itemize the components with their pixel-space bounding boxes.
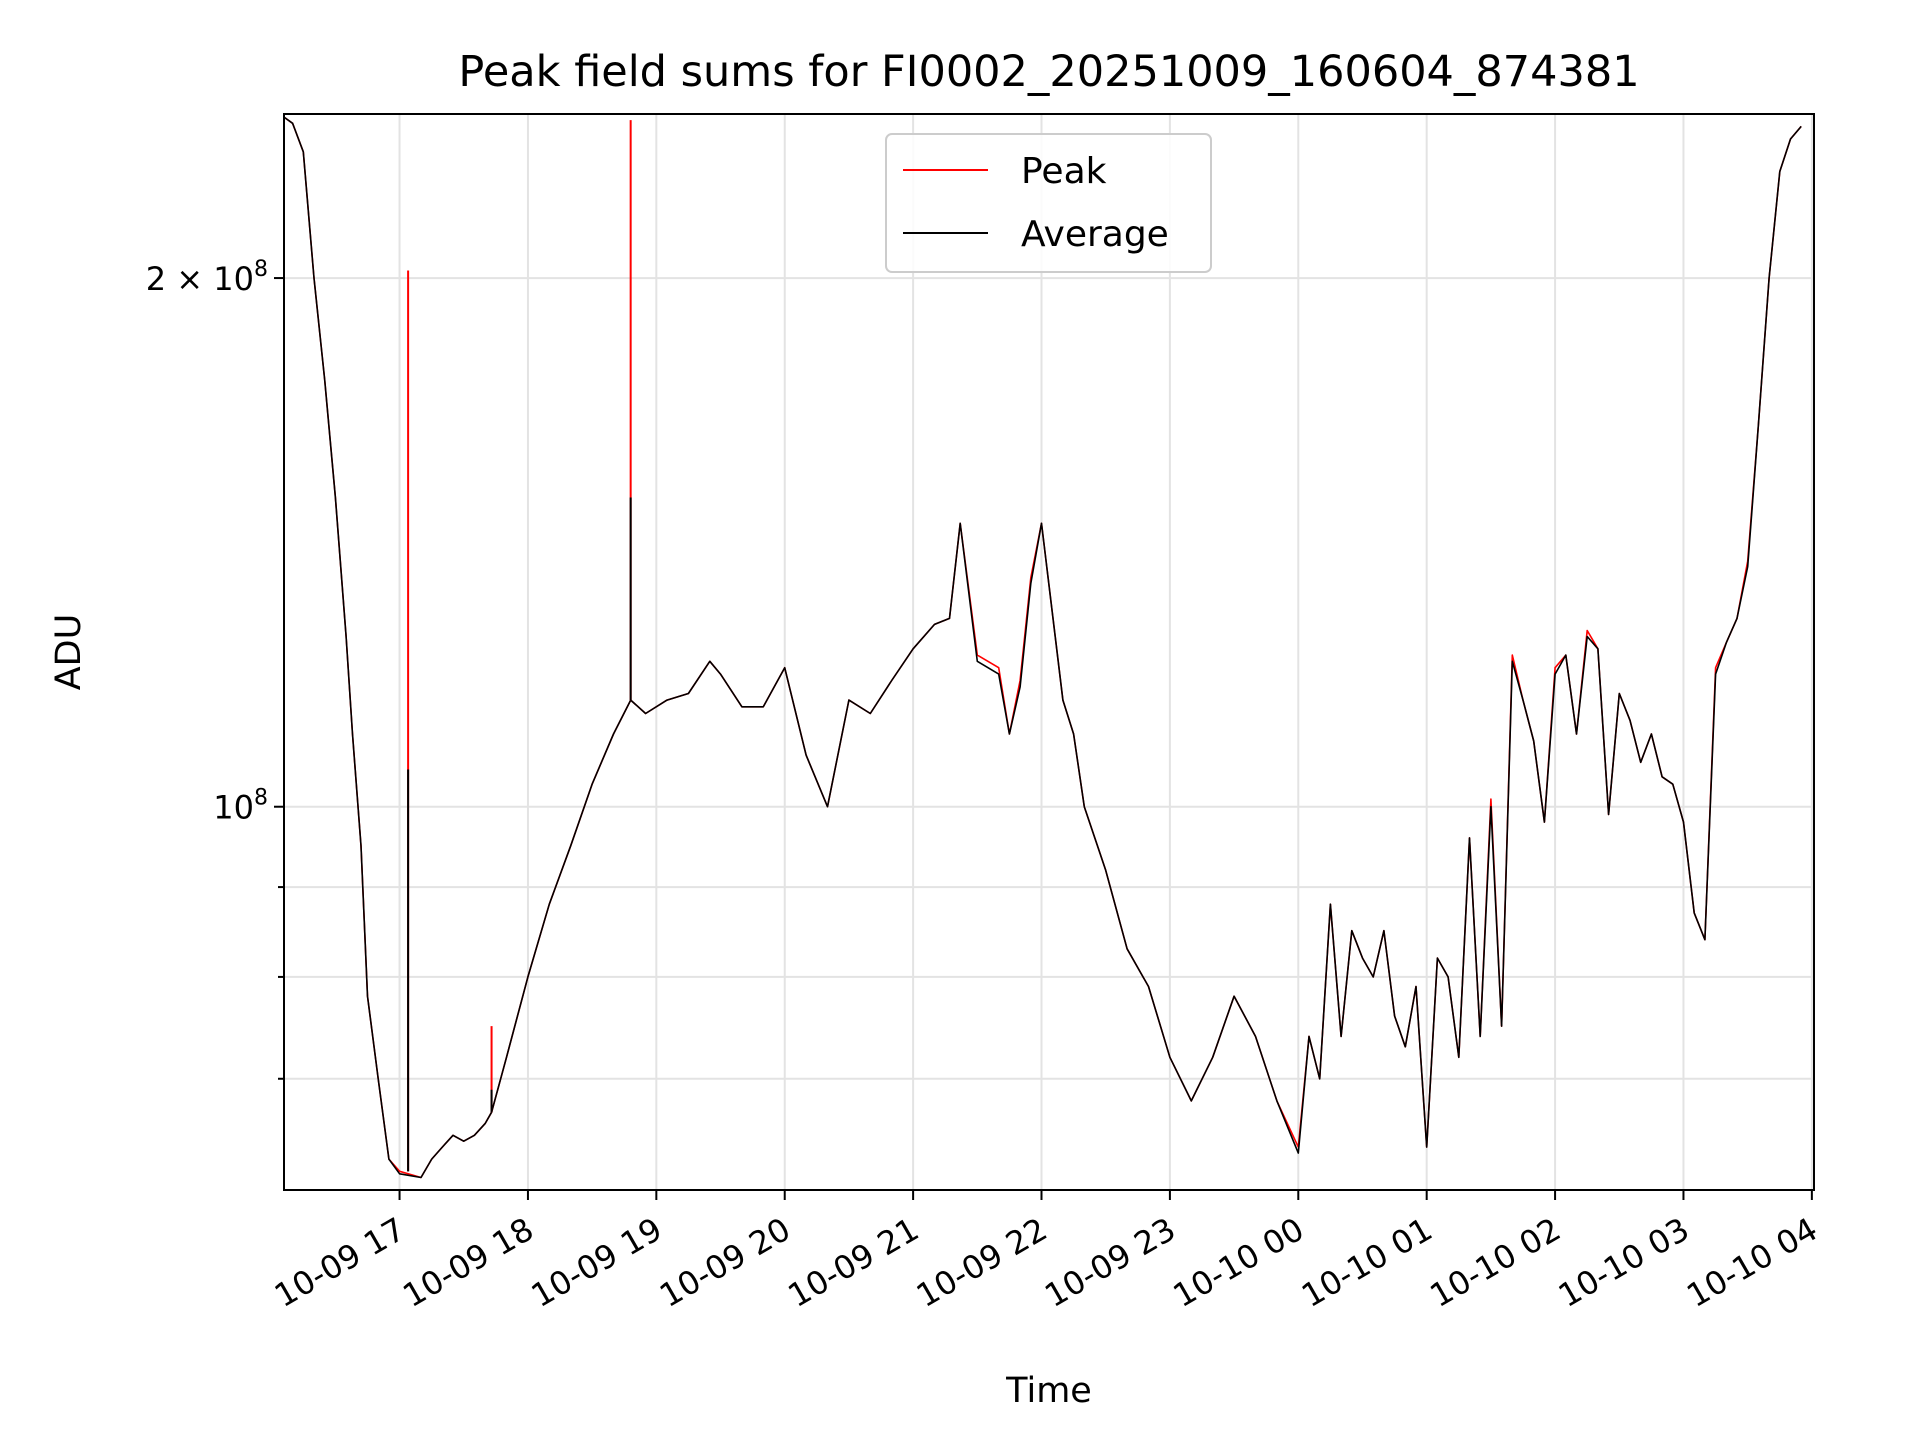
legend-label-peak: Peak [1021, 151, 1107, 192]
series-layer [283, 116, 1802, 1179]
y-axis-label: ADU [49, 614, 89, 691]
series-line-average [283, 116, 1802, 1179]
legend: Peak Average [885, 133, 1212, 273]
y-tick-label: 108 [213, 786, 268, 827]
legend-label-average: Average [1021, 214, 1169, 255]
chart-title: Peak field sums for FI0002_20251009_1606… [458, 47, 1639, 97]
legend-box [885, 133, 1212, 273]
plot-frame [283, 113, 1815, 1191]
grid-layer [284, 114, 1814, 1190]
x-axis-label: Time [1005, 1371, 1092, 1411]
y-tick-label: 2 × 108 [146, 257, 268, 298]
